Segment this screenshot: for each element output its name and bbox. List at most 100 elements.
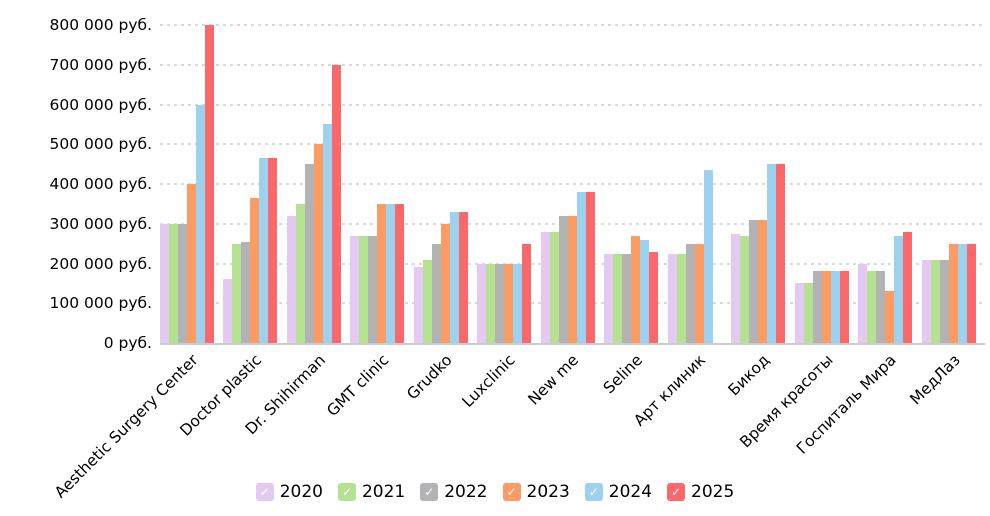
- bar-2024[interactable]: [703, 170, 713, 343]
- bar-2023[interactable]: [758, 219, 768, 343]
- bar-2025[interactable]: [649, 251, 659, 343]
- bar-2021[interactable]: [803, 283, 813, 343]
- bar-2022[interactable]: [622, 253, 632, 343]
- bar-2024[interactable]: [957, 243, 967, 343]
- bar-2022[interactable]: [558, 215, 568, 343]
- bar-2021[interactable]: [676, 253, 686, 343]
- bar-2024[interactable]: [830, 271, 840, 343]
- bar-2021[interactable]: [740, 235, 750, 343]
- bar-2023[interactable]: [821, 271, 831, 343]
- bar-2023[interactable]: [631, 235, 641, 343]
- bar-2025[interactable]: [522, 243, 532, 343]
- x-axis-label: Grudko: [403, 351, 456, 404]
- bar-2023[interactable]: [504, 263, 514, 343]
- legend-item-2025[interactable]: ✓ 2025: [667, 482, 734, 502]
- bar-2022[interactable]: [241, 241, 251, 343]
- legend-label: 2023: [526, 482, 570, 502]
- legend-checkbox-icon[interactable]: ✓: [502, 483, 521, 501]
- bar-2022[interactable]: [749, 219, 759, 343]
- bar-2023[interactable]: [377, 203, 387, 343]
- bar-2020[interactable]: [286, 215, 296, 343]
- bar-2024[interactable]: [259, 158, 269, 343]
- bar-2020[interactable]: [921, 259, 931, 343]
- bar-2021[interactable]: [232, 243, 242, 343]
- bar-2025[interactable]: [268, 158, 278, 343]
- x-axis-label: Бикод: [724, 351, 773, 400]
- bar-2025[interactable]: [205, 25, 214, 343]
- bar-2022[interactable]: [368, 235, 378, 343]
- bar-2020[interactable]: [160, 223, 169, 343]
- gridline: [160, 24, 985, 26]
- bar-2021[interactable]: [359, 235, 369, 343]
- bar-2023[interactable]: [885, 291, 895, 343]
- legend-checkbox-icon[interactable]: ✓: [420, 483, 439, 501]
- legend-item-2020[interactable]: ✓ 2020: [255, 482, 323, 502]
- bar-2020[interactable]: [667, 253, 677, 343]
- bar-2024[interactable]: [640, 239, 650, 343]
- legend-checkbox-icon[interactable]: ✓: [667, 483, 686, 501]
- legend-checkbox-icon[interactable]: ✓: [255, 483, 274, 501]
- y-tick-label: 200 000 руб.: [49, 254, 152, 273]
- gridline: [160, 63, 985, 66]
- bar-2020[interactable]: [350, 235, 360, 343]
- bar-2021[interactable]: [613, 253, 623, 343]
- gridline: [160, 143, 985, 146]
- bar-2021[interactable]: [930, 259, 940, 343]
- bar-2020[interactable]: [731, 233, 741, 343]
- legend-item-2024[interactable]: ✓ 2024: [584, 482, 652, 502]
- bar-2022[interactable]: [178, 223, 187, 343]
- bar-2020[interactable]: [794, 283, 804, 343]
- bar-2024[interactable]: [322, 124, 332, 343]
- bar-2023[interactable]: [250, 197, 260, 343]
- legend-item-2023[interactable]: ✓ 2023: [502, 482, 570, 502]
- bar-2022[interactable]: [812, 271, 822, 343]
- bar-2021[interactable]: [422, 259, 432, 343]
- bar-2021[interactable]: [549, 231, 559, 343]
- bar-2022[interactable]: [495, 263, 505, 343]
- legend-item-2022[interactable]: ✓ 2022: [420, 482, 488, 502]
- bar-2022[interactable]: [685, 243, 695, 343]
- bar-2024[interactable]: [513, 263, 523, 343]
- bar-2023[interactable]: [567, 215, 577, 343]
- bar-2022[interactable]: [939, 259, 949, 343]
- legend: ✓ 2020 ✓ 2021 ✓ 2022 ✓ 2023 ✓ 2024 ✓ 2025: [0, 479, 990, 505]
- bar-2022[interactable]: [304, 164, 314, 343]
- bar-2021[interactable]: [486, 263, 496, 343]
- bar-2024[interactable]: [449, 211, 459, 343]
- bar-2025[interactable]: [395, 203, 405, 343]
- bar-2020[interactable]: [413, 267, 423, 343]
- bar-2024[interactable]: [576, 191, 586, 343]
- bar-2024[interactable]: [767, 164, 777, 343]
- y-tick-label: 400 000 руб.: [49, 175, 152, 193]
- bar-2020[interactable]: [858, 263, 868, 343]
- bar-2020[interactable]: [540, 231, 550, 343]
- bar-2020[interactable]: [604, 253, 614, 343]
- bar-2024[interactable]: [196, 104, 205, 343]
- bar-2021[interactable]: [295, 203, 305, 343]
- legend-checkbox-icon[interactable]: ✓: [337, 483, 356, 501]
- bar-2020[interactable]: [477, 263, 487, 343]
- bar-2025[interactable]: [585, 191, 595, 343]
- legend-checkbox-icon[interactable]: ✓: [584, 483, 603, 501]
- bar-2023[interactable]: [440, 223, 450, 343]
- bar-2023[interactable]: [313, 144, 323, 343]
- bar-2021[interactable]: [867, 271, 877, 343]
- y-tick-label: 700 000 руб.: [49, 55, 152, 74]
- bar-2025[interactable]: [839, 271, 849, 343]
- bar-2025[interactable]: [458, 211, 468, 343]
- bar-2025[interactable]: [331, 64, 341, 343]
- bar-2025[interactable]: [966, 243, 976, 343]
- legend-item-2021[interactable]: ✓ 2021: [337, 482, 405, 502]
- bar-2022[interactable]: [876, 271, 886, 343]
- bar-2024[interactable]: [894, 235, 904, 343]
- bar-2023[interactable]: [694, 243, 704, 343]
- bar-2022[interactable]: [431, 243, 441, 343]
- bar-2020[interactable]: [223, 279, 233, 343]
- bar-2025[interactable]: [903, 231, 913, 343]
- bar-2021[interactable]: [169, 223, 178, 343]
- bar-2023[interactable]: [187, 184, 196, 343]
- bar-2025[interactable]: [776, 164, 786, 343]
- bar-2023[interactable]: [948, 243, 958, 343]
- bar-2024[interactable]: [386, 203, 396, 343]
